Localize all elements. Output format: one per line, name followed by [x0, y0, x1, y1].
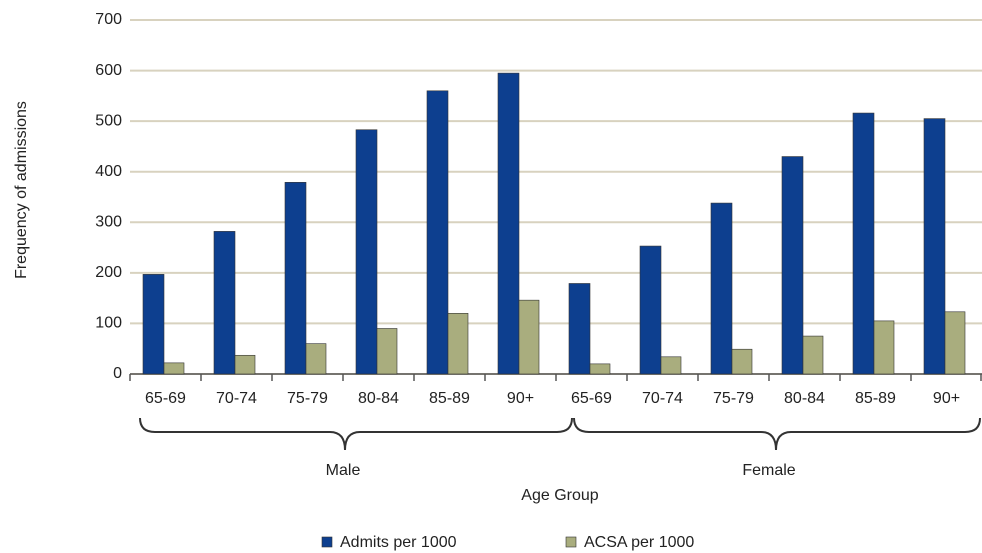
legend-label: ACSA per 1000 — [584, 534, 694, 551]
bar — [163, 362, 185, 375]
bar — [660, 356, 682, 375]
bar — [234, 354, 256, 375]
bar — [426, 90, 449, 375]
bar — [284, 182, 307, 375]
x-tick-label: 90+ — [507, 390, 534, 407]
group-brace — [573, 417, 981, 451]
legend-swatch — [565, 536, 577, 548]
y-tick-label: 0 — [113, 365, 122, 382]
y-tick-label: 600 — [95, 62, 122, 79]
x-tick-label: 85-89 — [429, 390, 470, 407]
x-tick-label: 65-69 — [145, 390, 186, 407]
bar — [376, 328, 398, 375]
bar — [852, 112, 875, 375]
y-tick-label: 400 — [95, 163, 122, 180]
bar — [944, 311, 966, 375]
x-tick-label: 70-74 — [642, 390, 683, 407]
x-tick-label: 80-84 — [784, 390, 825, 407]
x-tick-label: 90+ — [933, 390, 960, 407]
bar — [518, 299, 540, 375]
bar — [568, 283, 591, 375]
bar — [589, 363, 611, 375]
y-tick-label: 500 — [95, 112, 122, 129]
legend-label: Admits per 1000 — [340, 534, 457, 551]
y-tick-label: 700 — [95, 11, 122, 28]
x-tick-label: 85-89 — [855, 390, 896, 407]
x-axis-title: Age Group — [521, 487, 598, 504]
bar — [710, 202, 733, 375]
y-tick-label: 300 — [95, 214, 122, 231]
y-tick-label: 100 — [95, 315, 122, 332]
bar — [731, 348, 753, 375]
bar — [639, 245, 662, 375]
x-tick-label: 65-69 — [571, 390, 612, 407]
bar — [873, 320, 895, 375]
group-brace — [139, 417, 573, 451]
bar — [781, 156, 804, 375]
group-label: Female — [742, 462, 795, 479]
bar — [142, 274, 165, 375]
bar — [923, 118, 946, 375]
x-tick-label: 70-74 — [216, 390, 257, 407]
x-tick-label: 80-84 — [358, 390, 399, 407]
x-tick-label: 75-79 — [713, 390, 754, 407]
bar — [355, 129, 378, 375]
bar — [802, 335, 824, 375]
bar — [213, 231, 236, 375]
bar — [447, 313, 469, 375]
x-tick-label: 75-79 — [287, 390, 328, 407]
legend-swatch — [321, 536, 333, 548]
group-label: Male — [326, 462, 361, 479]
y-tick-label: 200 — [95, 264, 122, 281]
bar — [305, 343, 327, 375]
bar — [497, 72, 520, 375]
y-axis-title: Frequency of admissions — [13, 101, 30, 279]
